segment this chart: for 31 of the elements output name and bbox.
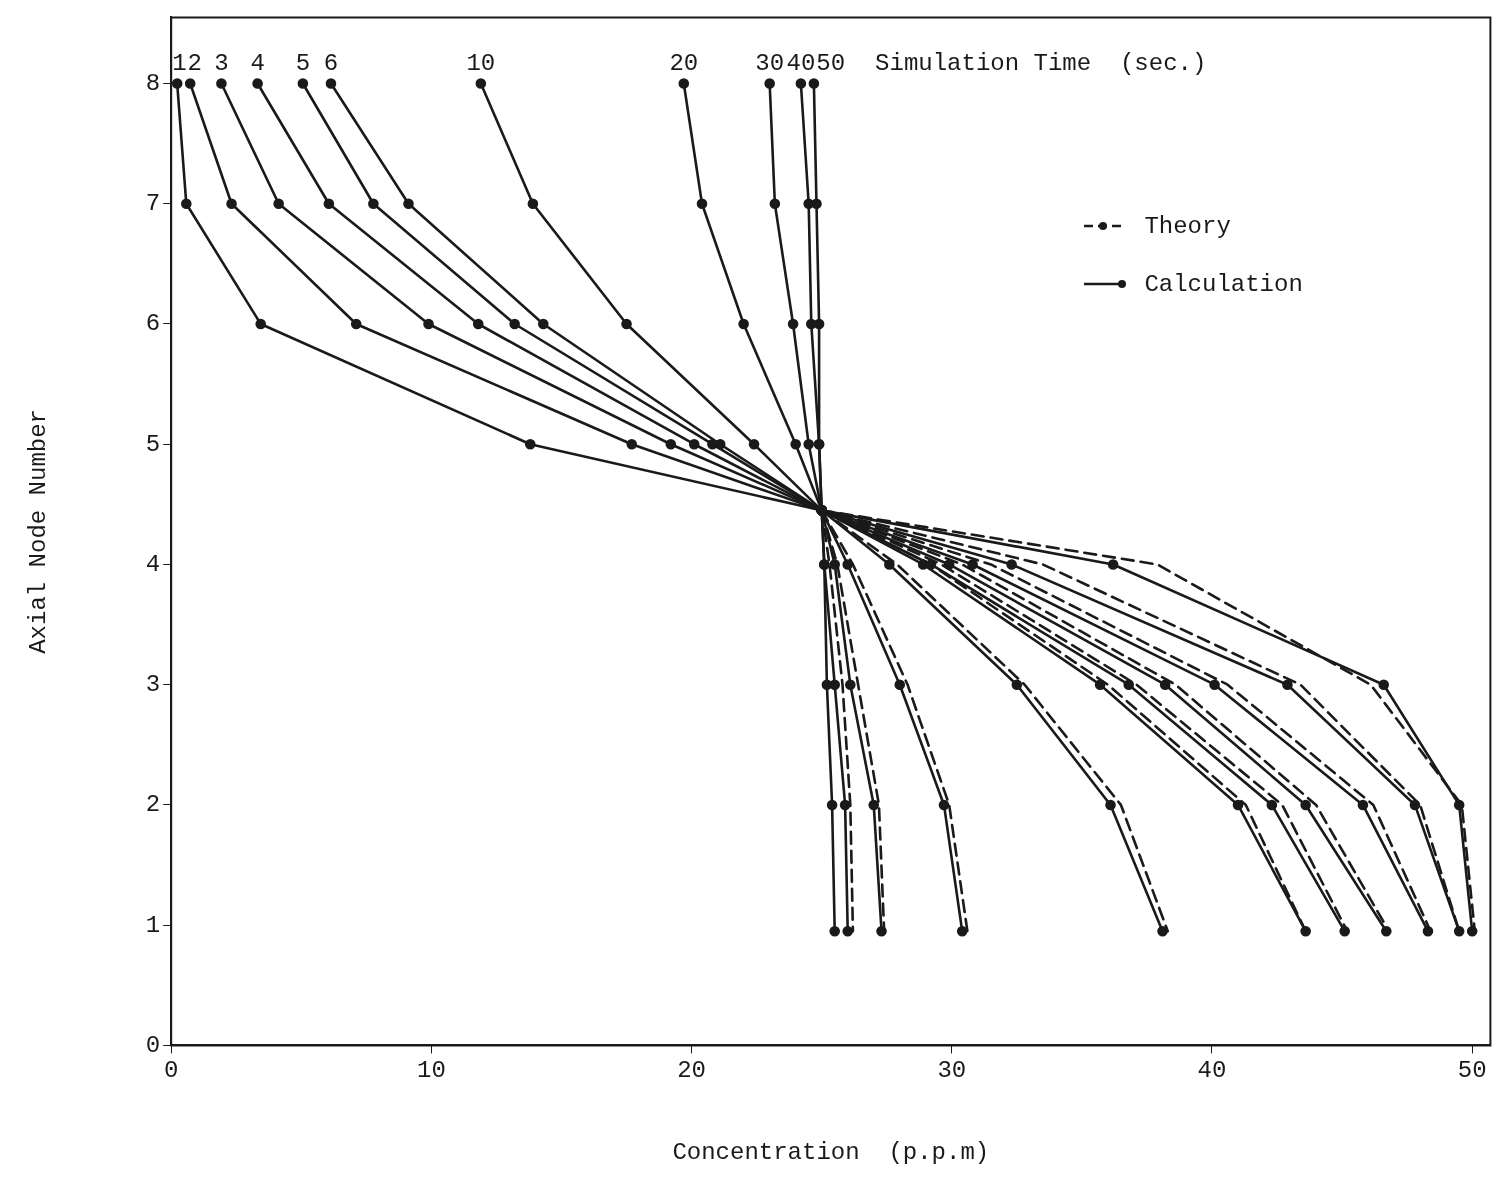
x-tick-label: 20 bbox=[677, 1057, 706, 1085]
annotation: 6 bbox=[323, 49, 339, 77]
x-tick-label: 30 bbox=[937, 1057, 967, 1085]
x-axis-title: Concentration (p.p.m) bbox=[672, 1138, 990, 1166]
annotation: 1 bbox=[172, 49, 187, 77]
x-tick-label: 0 bbox=[164, 1057, 179, 1085]
y-tick-label: 0 bbox=[145, 1031, 161, 1059]
annotation: 2 bbox=[187, 49, 203, 77]
annotation: 3 bbox=[214, 49, 229, 77]
y-tick-label: 1 bbox=[145, 911, 161, 939]
annotation: 40 bbox=[786, 49, 816, 77]
annotation: 5 bbox=[295, 49, 311, 77]
y-tick-label: 6 bbox=[145, 310, 161, 338]
y-tick-label: 5 bbox=[145, 430, 161, 458]
annotation: 20 bbox=[669, 49, 699, 77]
annotation: 4 bbox=[250, 49, 265, 77]
y-tick-label: 3 bbox=[145, 671, 161, 699]
x-tick-label: 10 bbox=[416, 1057, 446, 1085]
annotation: Simulation Time (sec.) bbox=[875, 49, 1207, 77]
y-tick-label: 8 bbox=[145, 69, 161, 97]
annotation: 10 bbox=[466, 49, 496, 77]
x-tick-label: 40 bbox=[1197, 1057, 1227, 1085]
legend-label: Theory bbox=[1144, 212, 1231, 240]
legend-label: Calculation bbox=[1144, 270, 1303, 298]
y-tick-label: 2 bbox=[145, 791, 161, 819]
y-tick-label: 7 bbox=[145, 190, 161, 218]
y-tick-label: 4 bbox=[145, 550, 161, 578]
x-tick-label: 50 bbox=[1457, 1057, 1487, 1085]
annotation: 30 bbox=[755, 49, 785, 77]
y-axis-title: Axial Node Number bbox=[24, 408, 52, 654]
annotation: 50 bbox=[816, 49, 846, 77]
